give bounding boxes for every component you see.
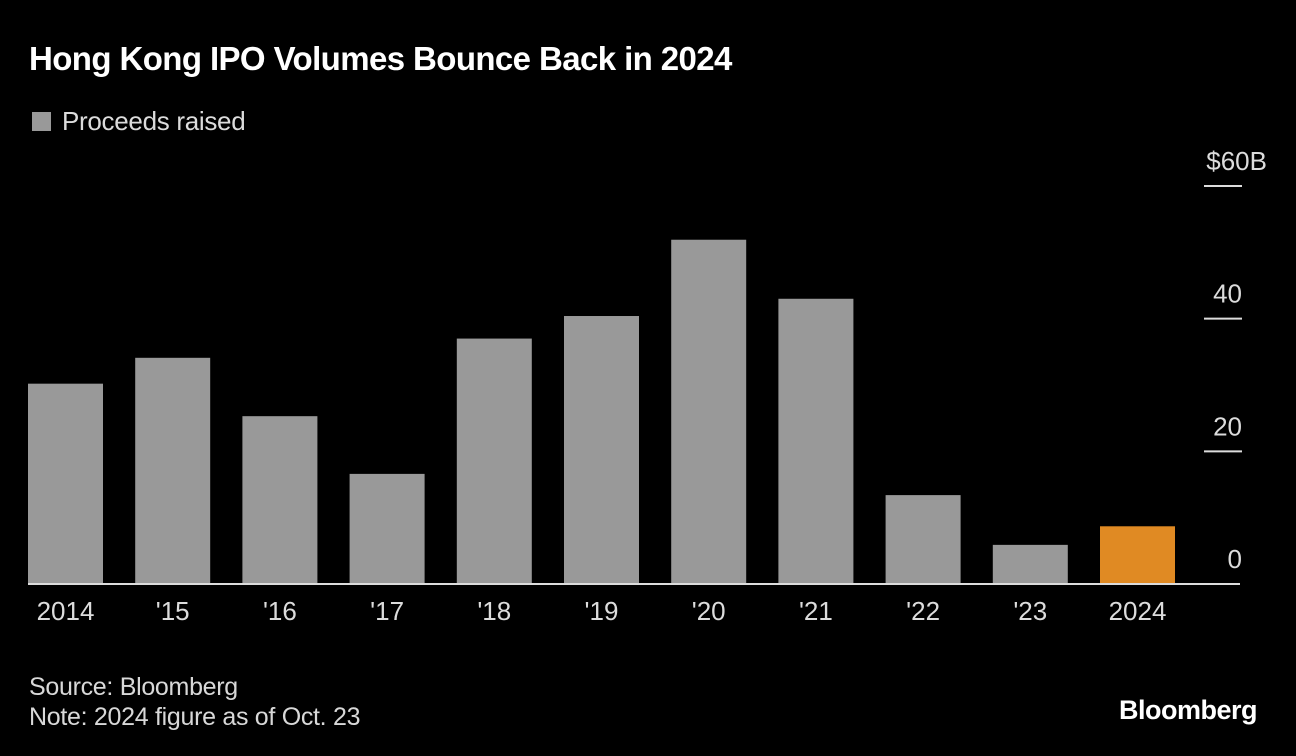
y-tick-label: 20 bbox=[1213, 411, 1242, 441]
bar-22 bbox=[885, 495, 961, 584]
y-tick-label: 40 bbox=[1213, 279, 1242, 309]
y-tick-label: $60B bbox=[1206, 146, 1267, 176]
bar-23 bbox=[992, 544, 1068, 584]
bloomberg-logo: Bloomberg bbox=[1118, 695, 1258, 725]
bar-2024 bbox=[1100, 526, 1175, 584]
bar-16 bbox=[242, 416, 318, 584]
footnote: Note: 2024 figure as of Oct. 23 bbox=[29, 703, 361, 731]
bar-18 bbox=[456, 338, 532, 584]
x-tick-label: '15 bbox=[156, 596, 190, 626]
x-tick-label: 2014 bbox=[37, 596, 95, 626]
legend-label: Proceeds raised bbox=[62, 106, 246, 136]
bar-15 bbox=[135, 357, 211, 584]
x-tick-label: '19 bbox=[585, 596, 619, 626]
source-note: Source: Bloomberg bbox=[29, 673, 238, 701]
legend: Proceeds raised bbox=[32, 106, 246, 137]
x-tick-label: '23 bbox=[1013, 596, 1047, 626]
bar-2014 bbox=[28, 383, 103, 584]
bar-21 bbox=[778, 298, 854, 584]
y-tick-label: 0 bbox=[1228, 544, 1242, 574]
bars-group bbox=[28, 239, 1175, 585]
x-tick-label: '21 bbox=[799, 596, 833, 626]
legend-swatch bbox=[32, 112, 51, 131]
x-tick-label: '22 bbox=[906, 596, 940, 626]
x-tick-label: '20 bbox=[692, 596, 726, 626]
footer: Source: Bloomberg Note: 2024 figure as o… bbox=[29, 672, 360, 732]
y-axis: 0 20 40 $60B bbox=[1204, 146, 1267, 574]
x-axis: 2014 '15 '16 '17 '18 '19 '20 '21 '22 '23 2024 bbox=[37, 596, 1167, 626]
bar-17 bbox=[349, 473, 425, 584]
x-tick-label: '16 bbox=[263, 596, 297, 626]
x-tick-label: '18 bbox=[477, 596, 511, 626]
x-tick-label: 2024 bbox=[1109, 596, 1167, 626]
x-tick-label: '17 bbox=[370, 596, 404, 626]
bar-20 bbox=[671, 239, 747, 585]
chart-title: Hong Kong IPO Volumes Bounce Back in 202… bbox=[29, 40, 732, 77]
bar-19 bbox=[564, 316, 639, 584]
